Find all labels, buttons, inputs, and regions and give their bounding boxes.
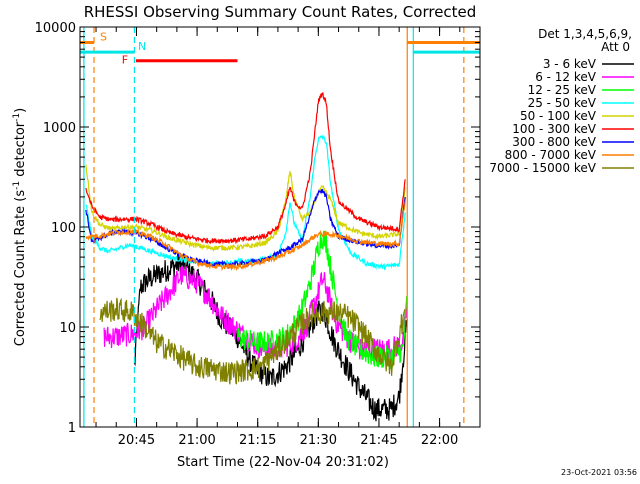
legend-attenuator: Att 0 (601, 40, 630, 54)
x-tick-label: 20:45 (118, 433, 155, 448)
legend-label-12-25: 12 - 25 keV (528, 83, 597, 97)
x-axis-label: Start Time (22-Nov-04 20:31:02) (177, 455, 389, 470)
chart-title: RHESSI Observing Summary Count Rates, Co… (84, 3, 477, 21)
y-tick-label: 10000 (35, 21, 76, 36)
x-axis: 20:45 21:00 21:15 21:30 21:45 22:00 (95, 27, 461, 448)
legend-label-50-100: 50 - 100 keV (520, 109, 597, 123)
legend-label-800-7000: 800 - 7000 keV (505, 148, 597, 162)
series-line-7000-15000 (99, 297, 406, 385)
x-tick-label: 22:00 (421, 433, 458, 448)
flag-label-n: N (138, 40, 146, 53)
legend-label-300-800: 300 - 800 keV (512, 135, 596, 149)
series-line-100-300 (85, 92, 406, 245)
marker-layer: S NF (80, 27, 480, 427)
y-tick-label: 10 (59, 321, 76, 336)
flag-label-f: F (122, 54, 128, 67)
series-line-25-50 (85, 134, 406, 271)
y-axis-label: Corrected Count Rate (s-1 detector-1) (12, 108, 28, 346)
legend-label-100-300: 100 - 300 keV (512, 122, 596, 136)
timestamp: 23-Oct-2021 03:56 (561, 468, 637, 477)
series-line-50-100 (85, 164, 406, 252)
series-layer (85, 92, 408, 422)
legend-label-6-12: 6 - 12 keV (535, 70, 597, 84)
y-tick-label: 100 (51, 221, 76, 236)
series-line-3-6 (133, 253, 408, 422)
x-tick-label: 21:45 (360, 433, 397, 448)
legend-label-3-6: 3 - 6 keV (543, 57, 597, 71)
series-line-800-7000 (85, 201, 406, 272)
legend-label-25-50: 25 - 50 keV (528, 96, 597, 110)
y-tick-label: 1000 (43, 121, 76, 136)
legend-header: Det 1,3,4,5,6,9, (538, 27, 632, 41)
y-tick-label: 1 (68, 421, 76, 436)
legend-label-7000-15000: 7000 - 15000 keV (489, 161, 596, 175)
x-tick-label: 21:30 (300, 433, 337, 448)
x-tick-label: 21:15 (239, 433, 276, 448)
y-axis: 1 10 100 1000 10000 (35, 21, 480, 436)
flag-label-s: S (100, 30, 107, 43)
x-tick-label: 21:00 (178, 433, 215, 448)
